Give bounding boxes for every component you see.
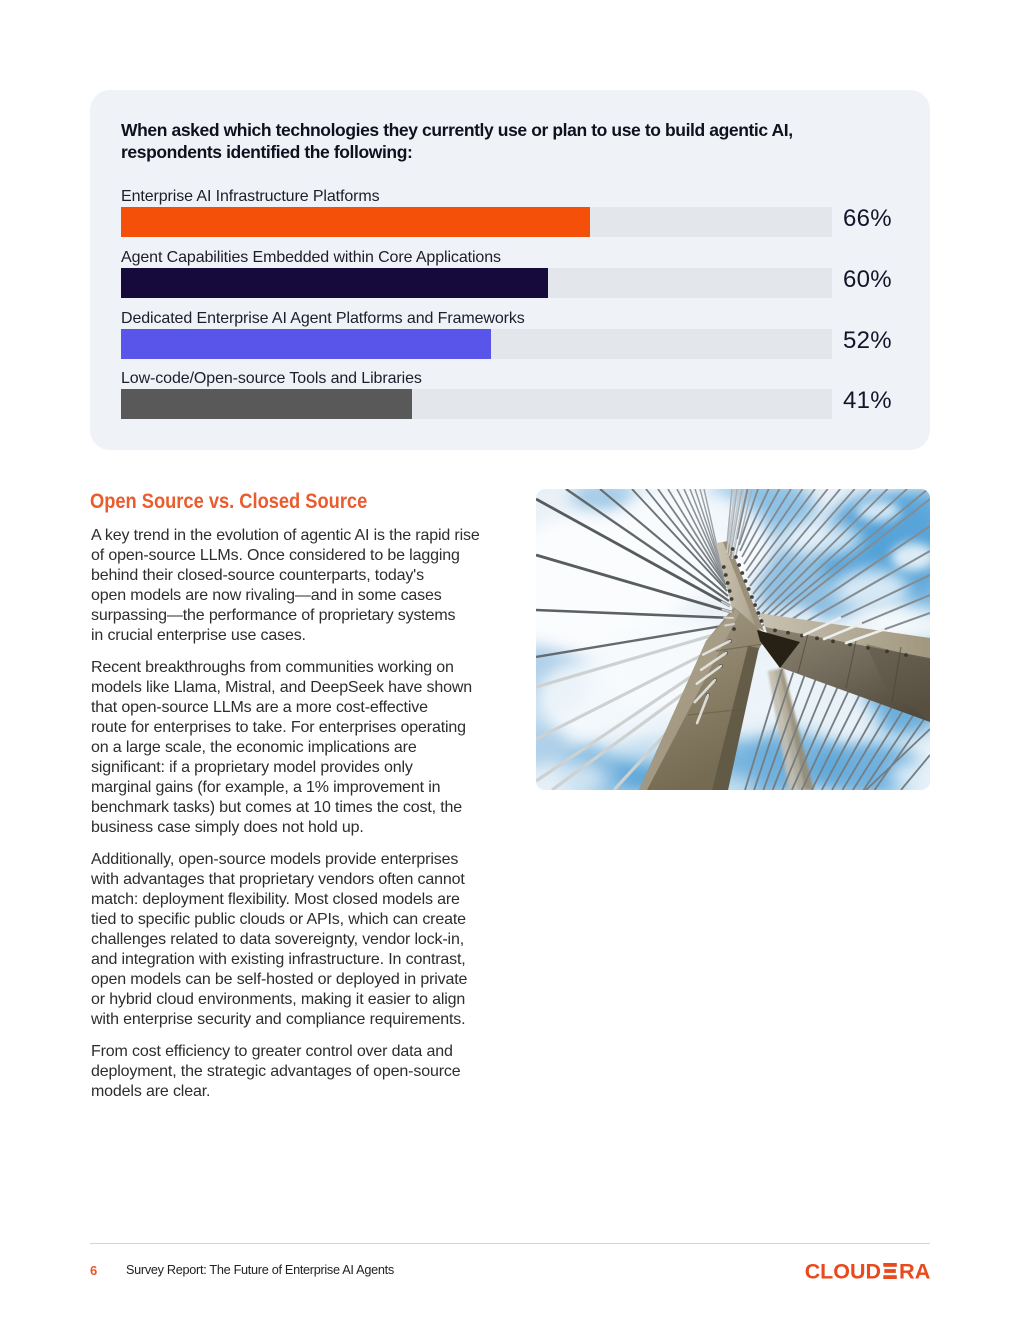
svg-text:CLOUD: CLOUD xyxy=(805,1260,881,1284)
svg-text:RA: RA xyxy=(899,1260,930,1284)
